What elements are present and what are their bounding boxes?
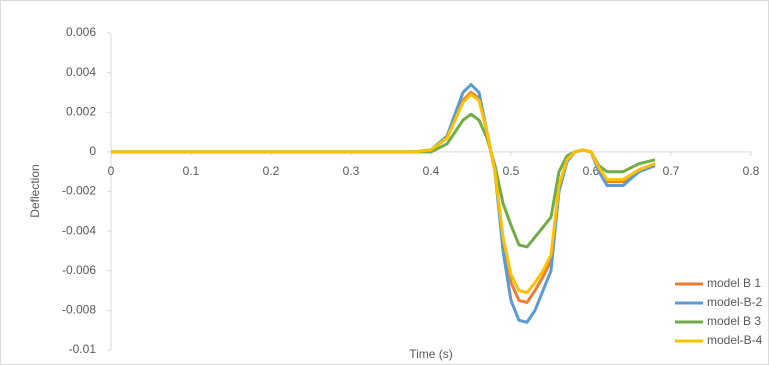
x-tick-label: 0.7: [663, 164, 680, 178]
x-tick-label: 0.8: [743, 164, 760, 178]
legend-label: model-B-4: [707, 333, 763, 347]
x-tick-label: 0.3: [343, 164, 360, 178]
legend-label: model B 3: [707, 314, 761, 328]
y-tick-label: 0: [89, 144, 96, 158]
y-tick-label: -0.002: [62, 184, 96, 198]
x-tick-label: 0.5: [503, 164, 520, 178]
legend-label: model B 1: [707, 276, 761, 290]
x-tick-label: 0.4: [423, 164, 440, 178]
y-tick-label: -0.004: [62, 223, 96, 237]
x-tick-label: 0.6: [583, 164, 600, 178]
x-tick-label: 0.1: [183, 164, 200, 178]
legend-label: model-B-2: [707, 295, 763, 309]
y-tick-label: -0.01: [69, 342, 97, 356]
x-tick-label: 0.2: [263, 164, 280, 178]
series-line: [111, 92, 656, 295]
x-axis-title: Time (s): [409, 347, 453, 361]
y-tick-label: -0.008: [62, 303, 96, 317]
y-tick-label: -0.006: [62, 263, 96, 277]
y-axis-title: Deflection: [28, 164, 42, 217]
x-tick-label: 0: [108, 164, 115, 178]
y-tick-label: 0.004: [66, 65, 96, 79]
y-tick-label: 0.002: [66, 104, 96, 118]
y-tick-label: 0.006: [66, 25, 96, 39]
